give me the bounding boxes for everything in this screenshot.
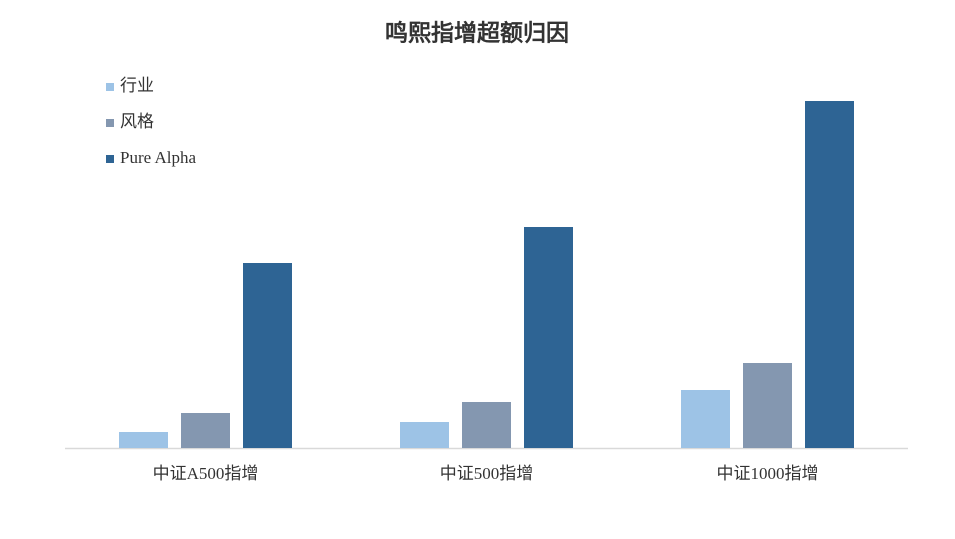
legend-swatch [106,83,114,91]
x-tick-label: 中证1000指增 [717,464,819,483]
chart-title: 鸣熙指增超额归因 [385,19,569,45]
legend-label: 风格 [120,112,154,131]
bar [243,263,292,448]
legend-swatch [106,155,114,163]
bar [743,363,792,448]
legend-label: Pure Alpha [120,148,196,167]
x-tick-label: 中证A500指增 [153,464,259,483]
legend-label: 行业 [120,76,154,95]
bar [524,227,573,448]
bar [462,402,511,448]
legend-swatch [106,119,114,127]
bar [400,422,449,448]
bar [181,413,230,448]
bar [119,432,168,448]
bar [805,101,854,448]
x-tick-label: 中证500指增 [440,464,534,483]
bar [681,390,730,448]
